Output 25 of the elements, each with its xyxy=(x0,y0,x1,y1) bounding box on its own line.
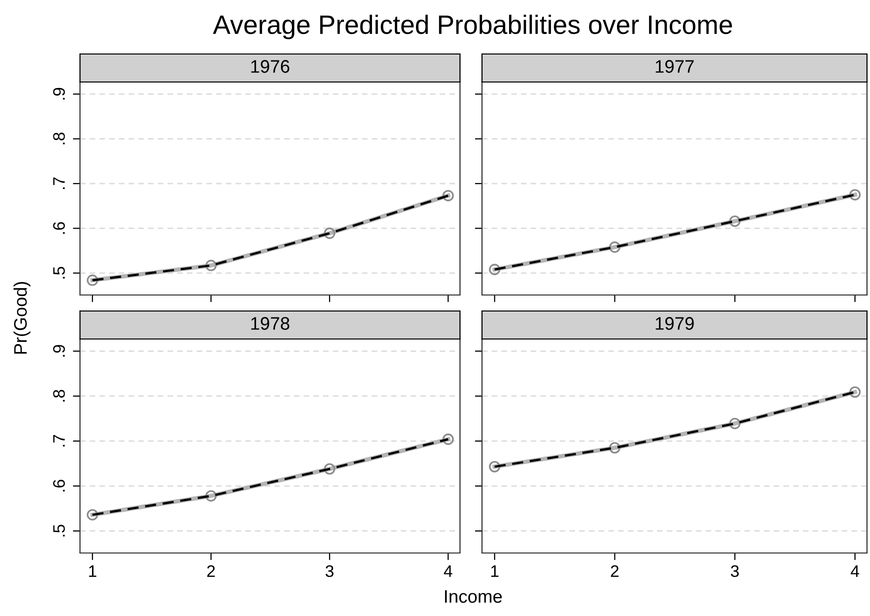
y-tick-label: .8 xyxy=(53,390,65,402)
y-tick-label: .8 xyxy=(53,132,65,144)
y-tick-label: .9 xyxy=(53,344,65,357)
x-tick-label: 2 xyxy=(207,565,215,577)
x-tick-label: 1 xyxy=(491,565,498,577)
x-tick-label: 2 xyxy=(610,565,619,577)
x-axis-title: Income xyxy=(445,590,502,603)
y-tick-label: .6 xyxy=(53,222,65,234)
chart-title: 1979 xyxy=(656,317,694,330)
x-tick-label: 4 xyxy=(444,565,452,577)
chart-title: 1977 xyxy=(656,60,694,73)
y-tick-label: .7 xyxy=(53,177,65,190)
y-tick-label: .9 xyxy=(53,88,65,100)
x-tick-label: 3 xyxy=(326,565,334,578)
y-tick-label: .6 xyxy=(53,480,65,492)
x-tick-label: 4 xyxy=(850,565,860,577)
text: Average Predicted Probabilities over Income xyxy=(212,14,732,40)
y-tick-label: .5 xyxy=(53,266,65,278)
chart-title: 1976 xyxy=(251,60,290,73)
x-tick-label: 3 xyxy=(730,565,739,578)
y-tick-label: .5 xyxy=(53,524,65,536)
y-axis-title: Pr(Good) xyxy=(14,282,30,354)
x-tick-label: 1 xyxy=(89,565,96,577)
chart-title: 1978 xyxy=(251,317,290,330)
y-tick-label: .7 xyxy=(53,434,65,446)
